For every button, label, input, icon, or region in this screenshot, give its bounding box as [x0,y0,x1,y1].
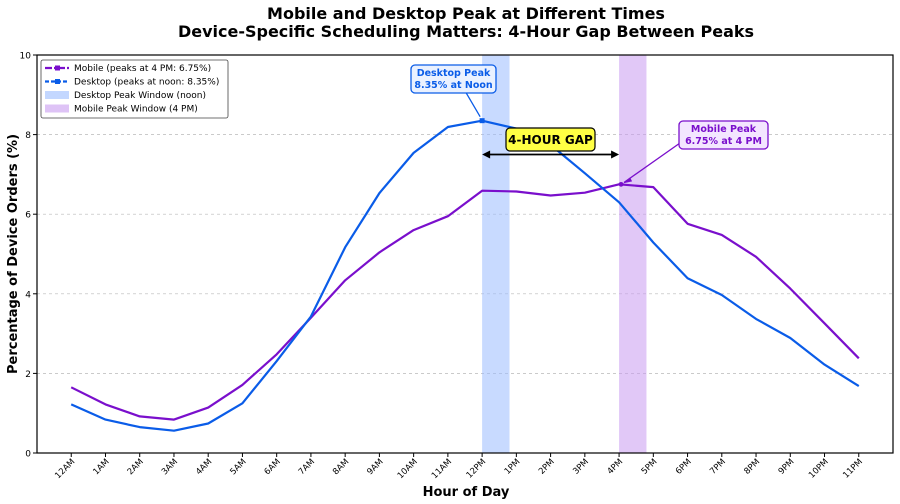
y-axis-label: Percentage of Device Orders (%) [6,134,21,374]
desktop-peak-marker [479,118,485,124]
legend-item-desktop-label: Desktop (peaks at noon: 8.35%) [74,78,219,88]
legend-item-desktop-window-swatch [45,91,69,99]
x-axis-label: Hour of Day [423,485,510,500]
x-tick-label: 4AM [194,457,214,477]
x-tick-label: 5PM [640,457,660,477]
x-tick-label: 11PM [841,457,865,481]
legend-item-mobile-label: Mobile (peaks at 4 PM: 6.75%) [74,64,211,74]
x-tick-label: 9AM [365,457,385,477]
legend-item-mobile-window-label: Mobile Peak Window (4 PM) [74,105,198,115]
peak-window-band [619,55,647,453]
y-tick-label: 6 [25,211,31,221]
x-tick-label: 7AM [297,457,317,477]
x-tick-label: 6PM [674,457,694,477]
mobile-peak-arrowhead [623,177,633,184]
gap-arrowhead-right [611,150,620,159]
x-tick-label: 3AM [160,457,180,477]
desktop-peak-callout-line2: 8.35% at Noon [414,80,493,91]
mobile-peak-callout-line2: 6.75% at 4 PM [685,136,762,147]
x-tick-label: 12PM [465,457,489,481]
legend-item-desktop-marker [55,79,60,84]
mobile-peak-marker [618,181,624,187]
x-tick-label: 1AM [91,457,111,477]
y-tick-label: 2 [25,370,31,380]
x-tick-label: 9PM [777,457,797,477]
x-tick-label: 2PM [537,457,557,477]
x-tick-label: 7PM [708,457,728,477]
desktop-peak-pointer [465,92,481,117]
gap-label-box [505,127,596,152]
mobile-series-line [70,183,860,421]
x-tick-label: 4PM [605,457,625,477]
desktop-series-line [70,119,860,432]
mobile-peak-callout [678,120,769,150]
legend-item-desktop-window-label: Desktop Peak Window (noon) [74,91,206,101]
x-tick-label: 8AM [331,457,351,477]
band-layer [482,55,647,453]
chart-subtitle: Device-Specific Scheduling Matters: 4-Ho… [178,22,754,41]
y-tick-label: 4 [25,290,31,300]
x-tick-label: 1PM [503,457,523,477]
y-tick-label: 0 [25,450,31,460]
mobile-peak-pointer [623,142,681,183]
x-tick-label: 6AM [263,457,283,477]
desktop-peak-callout [410,64,497,94]
legend: Mobile (peaks at 4 PM: 6.75%) Desktop (pe… [40,59,229,119]
x-tick-label: 5AM [228,457,248,477]
y-tick-label: 8 [25,131,31,141]
x-tick-label: 8PM [742,457,762,477]
mobile-peak-callout-line1: Mobile Peak [691,124,757,135]
x-tick-label: 12AM [53,457,77,481]
plot-frame [36,54,894,454]
desktop-peak-callout-line1: Desktop Peak [417,68,491,79]
chart-title: Mobile and Desktop Peak at Different Tim… [267,4,665,23]
series-layer [70,119,860,432]
legend-item-mobile-window-swatch [45,104,69,113]
x-tick-label: 10AM [396,457,420,481]
gap-arrowhead-left [482,150,491,159]
grid-layer [37,134,893,374]
x-tick-label: 10PM [807,457,831,481]
peak-window-band [482,55,510,453]
x-tick-label: 3PM [571,457,591,477]
legend-box [40,59,229,119]
x-tick-label: 2AM [126,457,146,477]
gap-label: 4-HOUR GAP [508,133,593,147]
legend-item-mobile-marker [55,65,60,71]
y-tick-label: 10 [20,52,32,62]
x-tick-label: 11AM [430,457,454,481]
